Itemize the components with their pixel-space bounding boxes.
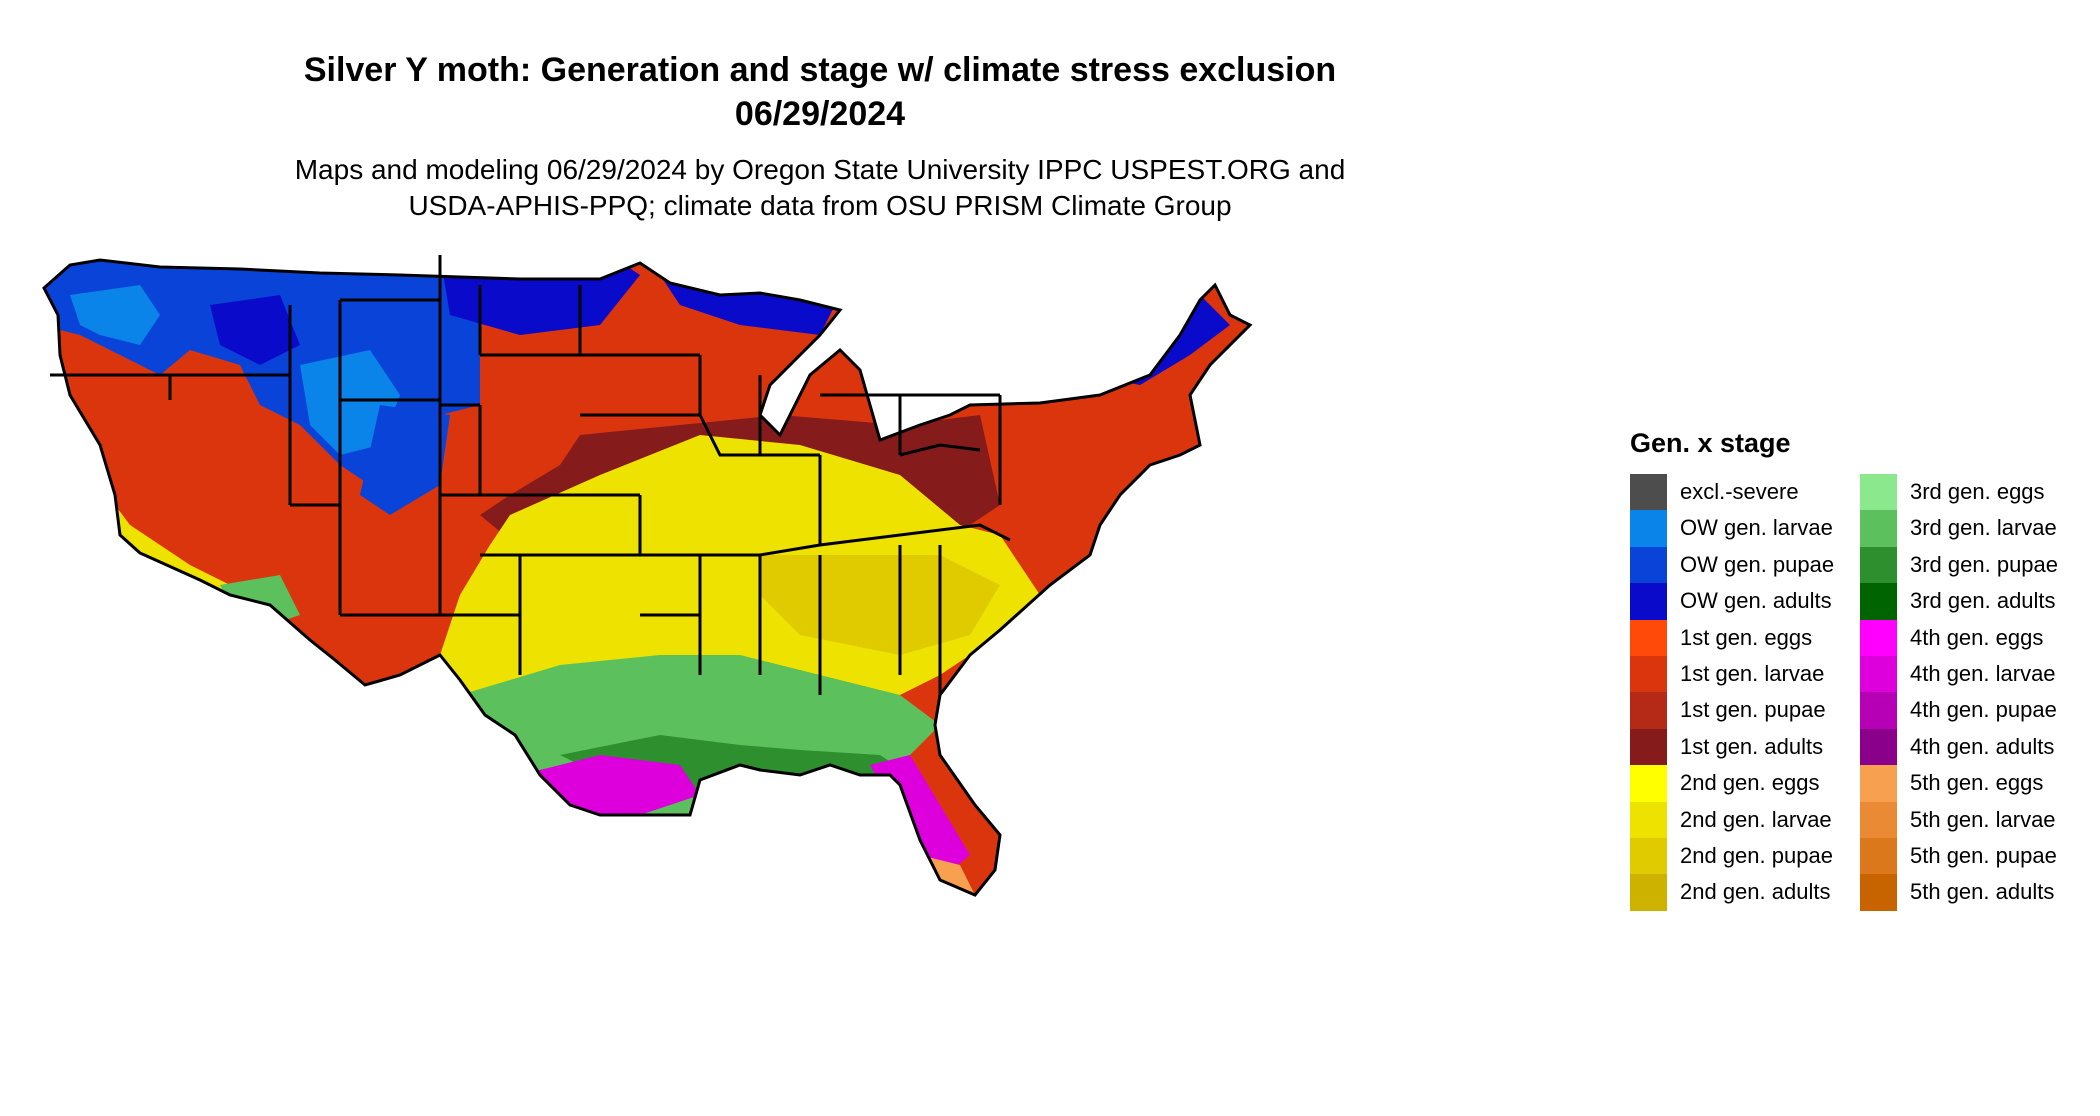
legend-swatch <box>1630 546 1667 584</box>
legend-label: 2nd gen. pupae <box>1680 842 1833 868</box>
legend-label: 5th gen. eggs <box>1910 770 2044 796</box>
legend-label: OW gen. larvae <box>1680 515 1833 541</box>
legend-label: 1st gen. eggs <box>1680 624 1813 650</box>
legend-swatch <box>1860 874 1897 911</box>
legend-swatch <box>1860 474 1897 511</box>
legend-label: 4th gen. adults <box>1910 733 2055 759</box>
legend-swatch <box>1630 765 1667 802</box>
map-subtitle-line2: USDA-APHIS-PPQ; climate data from OSU PR… <box>408 190 1232 221</box>
legend: Gen. x stage excl.-severe OW gen. larvae O… <box>1630 428 2090 928</box>
legend-label: 2nd gen. larvae <box>1680 806 1832 832</box>
legend-swatch <box>1630 692 1667 729</box>
legend-swatch <box>1630 619 1667 656</box>
legend-label: OW gen. adults <box>1680 588 1832 614</box>
legend-label: 3rd gen. adults <box>1910 588 2056 614</box>
legend-swatch <box>1630 474 1667 511</box>
legend-swatch <box>1860 583 1897 620</box>
legend-label: 4th gen. larvae <box>1910 660 2056 686</box>
legend-label: OW gen. pupae <box>1680 551 1835 577</box>
region-ow-larvae-washington <box>70 285 160 345</box>
legend-swatch <box>1860 510 1897 547</box>
legend-label: 4th gen. pupae <box>1910 697 2057 723</box>
legend-label: 1st gen. pupae <box>1680 697 1826 723</box>
legend-label: 2nd gen. eggs <box>1680 770 1820 796</box>
legend-label: 5th gen. adults <box>1910 879 2055 905</box>
legend-swatch <box>1860 765 1897 802</box>
legend-swatch <box>1860 546 1897 584</box>
legend-swatch <box>1630 837 1667 875</box>
legend-title: Gen. x stage <box>1630 428 1791 458</box>
region-ow-adults-idaho <box>210 295 300 365</box>
state-lines <box>50 255 1011 695</box>
legend-label: 2nd gen. adults <box>1680 879 1831 905</box>
legend-swatch <box>1860 655 1897 693</box>
legend-swatch <box>1630 583 1667 620</box>
region-ow-pupae-colorado <box>360 405 450 515</box>
legend-swatch <box>1630 801 1667 838</box>
legend-label: 1st gen. adults <box>1680 733 1824 759</box>
legend-swatch <box>1860 801 1897 838</box>
legend-swatch <box>1630 728 1667 766</box>
legend-label: 5th gen. pupae <box>1910 842 2057 868</box>
legend-swatch <box>1630 510 1667 547</box>
legend-label: excl.-severe <box>1680 479 1799 504</box>
legend-label: 3rd gen. pupae <box>1910 551 2059 577</box>
legend-label: 4th gen. eggs <box>1910 624 2044 650</box>
legend-label: 3rd gen. larvae <box>1910 515 2057 541</box>
legend-label: 1st gen. larvae <box>1680 660 1825 686</box>
legend-swatch <box>1860 619 1897 656</box>
legend-swatch <box>1860 837 1897 875</box>
region-ow-adults-maine <box>1080 295 1230 385</box>
state-borders <box>42 255 1252 897</box>
map-title-line2: 06/29/2024 <box>734 95 906 133</box>
map-subtitle-line1: Maps and modeling 06/29/2024 by Oregon S… <box>294 154 1346 185</box>
legend-label: 5th gen. larvae <box>1910 806 2056 832</box>
us-map <box>40 255 1600 1105</box>
legend-swatch <box>1630 874 1667 911</box>
legend-swatch <box>1860 692 1897 729</box>
map-title-line1: Silver Y moth: Generation and stage w/ c… <box>303 51 1337 89</box>
legend-label: 3rd gen. eggs <box>1910 479 2045 504</box>
legend-swatch <box>1860 728 1897 766</box>
us-map-svg <box>42 255 1252 897</box>
legend-swatch <box>1630 655 1667 693</box>
